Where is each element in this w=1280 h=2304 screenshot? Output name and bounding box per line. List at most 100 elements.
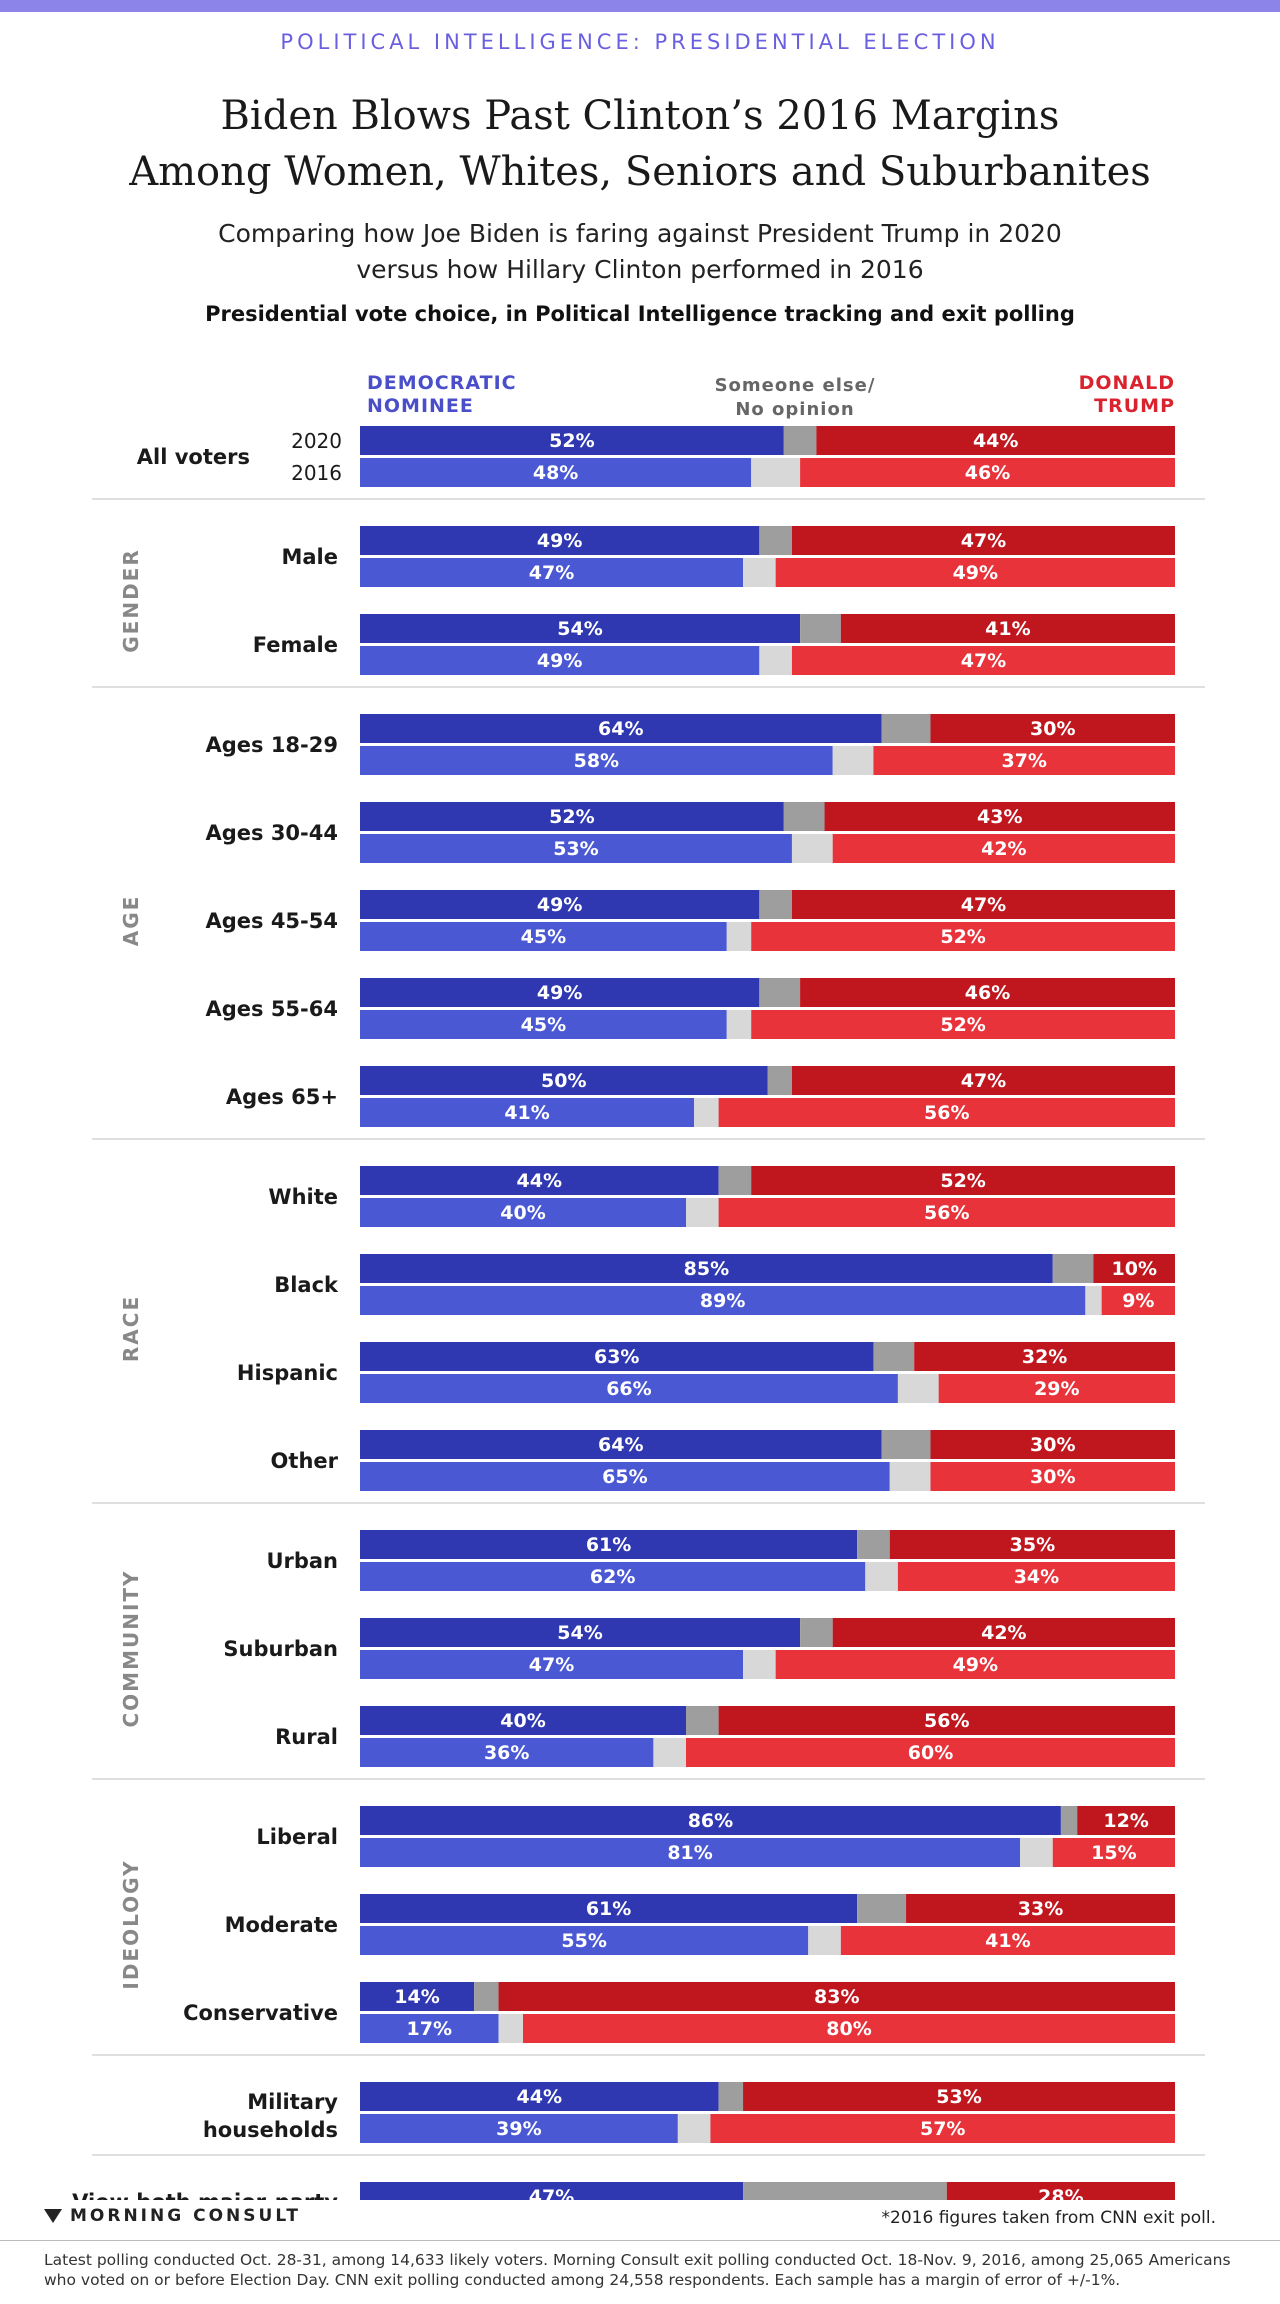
row-label-g5r2: Conservative <box>183 2001 338 2025</box>
bar-rep-g6r0-2020 <box>743 2082 1175 2111</box>
stacked-bar-chart: 52% 44% 48% 46% All voters 2020 2016 49% 47% 47% 4… <box>72 426 1205 2200</box>
bar-else-g4r1-2020 <box>800 1618 833 1647</box>
row-label-g3r2: Hispanic <box>237 1361 338 1385</box>
bar-dem-g2r2-2020 <box>360 890 760 919</box>
bar-rep-g1r1-2020 <box>840 614 1175 643</box>
bar-rep-g5r1-2020 <box>906 1894 1175 1923</box>
bar-else-g5r0-2020 <box>1060 1806 1078 1835</box>
bar-rep-g5r2-2020 <box>498 1982 1175 2011</box>
bar-else-g1r0-2016 <box>743 558 776 587</box>
bar-dem-g7r0-2020 <box>360 2182 744 2200</box>
label-rep-g2r4-2016: 56% <box>924 1102 969 1124</box>
label-dem-g5r0-2020: 86% <box>688 1810 733 1832</box>
chart-title-line-2: Among Women, Whites, Seniors and Suburba… <box>129 149 1151 195</box>
row-label-g2r3: Ages 55-64 <box>205 997 338 1021</box>
label-dem-g0r0-2016: 48% <box>533 462 578 484</box>
bar-rep-g2r4-2020 <box>791 1066 1175 1095</box>
label-rep-g4r2-2016: 60% <box>908 1742 953 1764</box>
legend-else-line-1: Someone else/ <box>714 375 876 396</box>
label-rep-g3r3-2020: 30% <box>1030 1434 1075 1456</box>
bar-else-g3r0-2016 <box>686 1198 719 1227</box>
bar-dem-g3r0-2020 <box>360 1166 719 1195</box>
label-rep-g2r0-2016: 37% <box>1001 750 1046 772</box>
bar-rep-g4r2-2016 <box>686 1738 1175 1767</box>
bar-dem-g4r2-2020 <box>360 1706 686 1735</box>
label-dem-g3r1-2020: 85% <box>684 1258 729 1280</box>
bar-dem-g3r0-2016 <box>360 1198 686 1227</box>
row-label-g1r1: Female <box>253 633 338 657</box>
bar-rep-g3r0-2020 <box>751 1166 1175 1195</box>
bar-dem-g2r4-2016 <box>360 1098 695 1127</box>
bar-dem-g1r1-2016 <box>360 646 760 675</box>
source-line-1: Latest polling conducted Oct. 28-31, amo… <box>44 2251 1231 2269</box>
bar-rep-g4r0-2020 <box>889 1530 1175 1559</box>
bar-dem-g2r1-2016 <box>360 834 792 863</box>
label-dem-g2r4-2020: 50% <box>541 1070 586 1092</box>
bar-else-g5r0-2016 <box>1020 1838 1053 1867</box>
bar-rep-g2r2-2016 <box>751 922 1175 951</box>
legend-rep-line-1: DONALD <box>1078 372 1175 394</box>
group-label-ideology: IDEOLOGY <box>119 1859 143 1989</box>
label-dem-g2r0-2016: 58% <box>574 750 619 772</box>
bar-rep-g3r2-2016 <box>938 1374 1175 1403</box>
bar-else-g2r2-2016 <box>726 922 752 951</box>
label-rep-g3r0-2020: 52% <box>940 1170 985 1192</box>
label-rep-g4r0-2020: 35% <box>1010 1534 1055 1556</box>
label-rep-g6r0-2020: 53% <box>936 2086 981 2108</box>
bar-else-g5r2-2016 <box>498 2014 523 2043</box>
bar-else-g2r0-2020 <box>881 714 931 743</box>
bar-rep-g2r0-2016 <box>873 746 1175 775</box>
label-rep-g4r2-2020: 56% <box>924 1710 969 1732</box>
label-dem-g2r2-2016: 45% <box>521 926 566 948</box>
legend-dem-line-2: NOMINEE <box>367 395 474 417</box>
label-dem-g3r0-2016: 40% <box>500 1202 545 1224</box>
label-dem-g2r3-2020: 49% <box>537 982 582 1004</box>
label-rep-g2r0-2020: 30% <box>1030 718 1075 740</box>
label-rep-g5r0-2020: 12% <box>1103 1810 1148 1832</box>
row-label-g2r0: Ages 18-29 <box>205 733 338 757</box>
footnote: *2016 figures taken from CNN exit poll. <box>881 2208 1216 2228</box>
bar-else-g1r1-2016 <box>759 646 792 675</box>
bar-dem-g0r0-2016 <box>360 458 752 487</box>
label-dem-g1r0-2016: 47% <box>529 562 574 584</box>
year-label-2016: 2016 <box>291 461 342 485</box>
bar-else-g0r0-2020 <box>783 426 817 455</box>
label-dem-g5r1-2020: 61% <box>586 1898 631 1920</box>
bar-dem-g0r0-2020 <box>360 426 784 455</box>
label-rep-g4r1-2016: 49% <box>953 1654 998 1676</box>
bar-rep-g3r3-2020 <box>930 1430 1175 1459</box>
bar-else-g4r2-2016 <box>653 1738 686 1767</box>
bar-rep-g1r0-2020 <box>791 526 1175 555</box>
bar-rep-g4r2-2020 <box>718 1706 1175 1735</box>
label-dem-g5r2-2016: 17% <box>407 2018 452 2040</box>
bar-else-g2r2-2020 <box>759 890 792 919</box>
label-dem-g5r2-2020: 14% <box>394 1986 439 2008</box>
label-rep-g1r0-2016: 49% <box>953 562 998 584</box>
legend-else-line-2: No opinion <box>735 399 855 420</box>
bar-dem-g5r2-2020 <box>360 1982 475 2011</box>
row-label-g2r1: Ages 30-44 <box>205 821 338 845</box>
label-rep-g3r0-2016: 56% <box>924 1202 969 1224</box>
label-rep-g1r0-2020: 47% <box>961 530 1006 552</box>
chart-heading: Presidential vote choice, in Political I… <box>205 302 1075 326</box>
label-rep-g6r0-2016: 57% <box>920 2118 965 2140</box>
bar-rep-g3r3-2016 <box>930 1462 1175 1491</box>
bar-dem-g6r0-2020 <box>360 2082 719 2111</box>
logo-mark-icon <box>44 2209 62 2223</box>
bar-else-g2r3-2020 <box>759 978 801 1007</box>
bar-else-g1r1-2020 <box>800 614 841 643</box>
bar-rep-g2r2-2020 <box>791 890 1175 919</box>
chart-title: Biden Blows Past Clinton’s 2016 Margins … <box>0 88 1280 200</box>
bar-rep-g0r0-2020 <box>816 426 1175 455</box>
label-rep-g2r2-2016: 52% <box>940 926 985 948</box>
bar-else-g4r2-2020 <box>686 1706 719 1735</box>
row-label-g0r0: All voters <box>137 445 250 469</box>
footer-divider <box>0 2240 1280 2241</box>
bar-dem-g2r3-2020 <box>360 978 760 1007</box>
row-label-g4r2: Rural <box>275 1725 338 1749</box>
label-rep-g5r2-2016: 80% <box>826 2018 871 2040</box>
label-dem-g2r2-2020: 49% <box>537 894 582 916</box>
label-rep-g2r2-2020: 47% <box>961 894 1006 916</box>
bar-rep-g5r1-2016 <box>840 1926 1175 1955</box>
label-rep-g3r1-2020: 10% <box>1112 1258 1157 1280</box>
